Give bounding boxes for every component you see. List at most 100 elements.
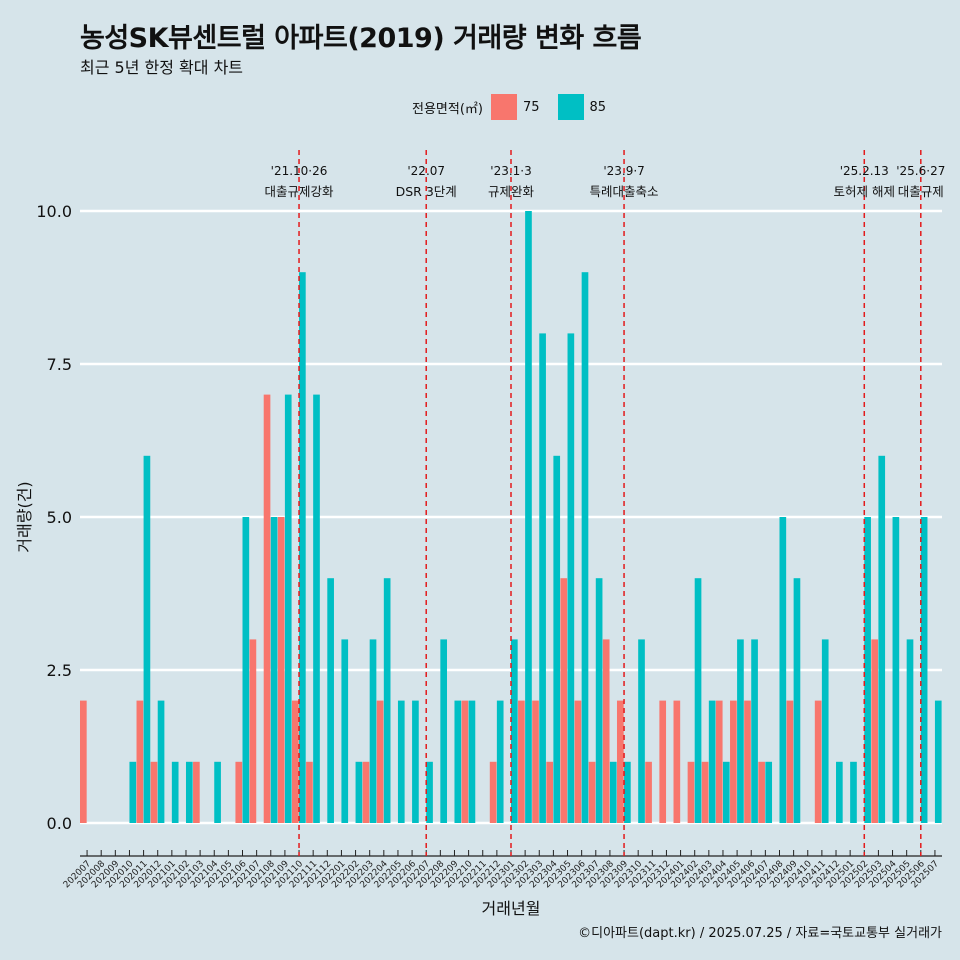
event-date: '21.10·26 xyxy=(271,164,328,178)
event-date: '25.2.13 xyxy=(840,164,889,178)
bar-75-202203 xyxy=(362,761,370,823)
bar-85-202412 xyxy=(836,761,843,823)
bar-85-202206 xyxy=(412,700,419,823)
bar-85-202505 xyxy=(906,639,914,823)
bar-85-202106 xyxy=(242,517,250,823)
bar-75-202111 xyxy=(306,761,313,823)
bar-75-202308 xyxy=(602,639,610,823)
event-label: 토허제 해제 xyxy=(834,184,895,199)
y-tick-label: 0.0 xyxy=(47,814,72,833)
bar-75-202204 xyxy=(376,700,384,823)
bar-85-202210 xyxy=(468,700,476,823)
bar-85-202501 xyxy=(850,761,857,823)
legend-swatch-75 xyxy=(490,94,517,120)
bar-75-202407 xyxy=(758,761,765,823)
bar-85-202306 xyxy=(581,272,589,823)
bar-85-202011 xyxy=(143,455,151,823)
legend-title: 전용면적(㎡) xyxy=(412,101,483,117)
bar-85-202309 xyxy=(624,761,631,823)
y-tick-label: 10.0 xyxy=(36,202,72,221)
bar-85-202308 xyxy=(609,761,617,823)
bar-85-202405 xyxy=(737,639,744,823)
bar-85-202407 xyxy=(765,761,773,823)
bar-85-202112 xyxy=(327,578,334,823)
bar-85-202506 xyxy=(920,517,928,823)
x-axis-title: 거래년월 xyxy=(482,899,541,918)
bar-75-202309 xyxy=(616,700,624,823)
source-caption: ©디아파트(dapt.kr) / 2025.07.25 / 자료=국토교통부 실… xyxy=(578,926,942,941)
bar-85-202109 xyxy=(284,394,292,823)
bar-85-202310 xyxy=(638,639,645,823)
bar-85-202307 xyxy=(595,578,603,823)
bar-75-202103 xyxy=(193,761,200,823)
bar-75-202303 xyxy=(532,700,539,823)
bar-75-202403 xyxy=(701,761,709,823)
event-label: 특례대출축소 xyxy=(590,184,659,199)
bar-85-202104 xyxy=(214,761,221,823)
bar-85-202304 xyxy=(553,455,561,823)
event-label: 대출규제강화 xyxy=(265,184,335,199)
bar-85-202111 xyxy=(313,394,320,823)
bar-75-202306 xyxy=(574,700,582,823)
bar-75-202503 xyxy=(871,639,879,823)
bar-85-202212 xyxy=(496,700,504,823)
bar-75-202304 xyxy=(546,761,553,823)
y-tick-label: 7.5 xyxy=(47,355,72,374)
bar-85-202403 xyxy=(708,700,716,823)
bar-75-202409 xyxy=(786,700,794,823)
bar-75-202012 xyxy=(150,761,158,823)
y-axis-title: 거래량(건) xyxy=(15,481,34,552)
bar-75-202011 xyxy=(136,700,144,823)
bar-85-202208 xyxy=(440,639,448,823)
bar-85-202201 xyxy=(341,639,349,823)
bar-85-202402 xyxy=(694,578,702,823)
bar-85-202108 xyxy=(270,517,278,823)
bar-85-202204 xyxy=(383,578,391,823)
bar-85-202302 xyxy=(525,211,532,823)
bar-75-202210 xyxy=(461,700,469,823)
bar-85-202411 xyxy=(821,639,829,823)
bar-75-202108 xyxy=(263,394,271,823)
event-date: '23.1·3 xyxy=(490,164,531,178)
event-date: '25.6·27 xyxy=(896,164,945,178)
bar-85-202408 xyxy=(779,517,787,823)
bar-75-202312 xyxy=(659,700,667,823)
bar-75-202110 xyxy=(291,700,299,823)
bar-75-202212 xyxy=(489,761,497,823)
bar-85-202102 xyxy=(185,761,193,823)
event-date: '22.07 xyxy=(407,164,445,178)
bar-85-202110 xyxy=(299,272,306,823)
bar-85-202205 xyxy=(397,700,405,823)
event-date: '23.9·7 xyxy=(603,164,644,178)
event-label: 규제완화 xyxy=(488,184,535,199)
event-label: 대출규제 xyxy=(898,184,944,199)
bar-85-202012 xyxy=(157,700,165,823)
bar-85-202409 xyxy=(793,578,801,823)
event-label: DSR 3단계 xyxy=(396,184,457,199)
bar-75-202406 xyxy=(744,700,751,823)
bar-75-202307 xyxy=(588,761,596,823)
y-tick-label: 2.5 xyxy=(47,661,72,680)
bar-75-202404 xyxy=(715,700,723,823)
bar-85-202406 xyxy=(751,639,758,823)
bar-75-202411 xyxy=(814,700,822,823)
bar-85-202502 xyxy=(864,517,871,823)
bar-75-202109 xyxy=(277,517,285,823)
bar-75-202007 xyxy=(80,700,87,823)
legend-label-85: 85 xyxy=(589,99,607,115)
legend: 전용면적(㎡) 75 85 xyxy=(412,92,606,122)
bar-85-202303 xyxy=(539,333,546,823)
bar-85-202101 xyxy=(171,761,179,823)
legend-label-75: 75 xyxy=(522,99,540,115)
bar-75-202305 xyxy=(560,578,568,823)
bar-85-202503 xyxy=(878,455,886,823)
legend-swatch-85 xyxy=(557,94,584,120)
chart-subtitle: 최근 5년 한정 확대 차트 xyxy=(80,58,244,77)
y-tick-label: 5.0 xyxy=(47,508,72,527)
bar-75-202405 xyxy=(730,700,737,823)
bar-85-202507 xyxy=(934,700,942,823)
bar-85-202404 xyxy=(722,761,730,823)
chart-title: 농성SK뷰센트럴 아파트(2019) 거래량 변화 흐름 xyxy=(80,23,642,54)
bar-85-202305 xyxy=(567,333,575,823)
